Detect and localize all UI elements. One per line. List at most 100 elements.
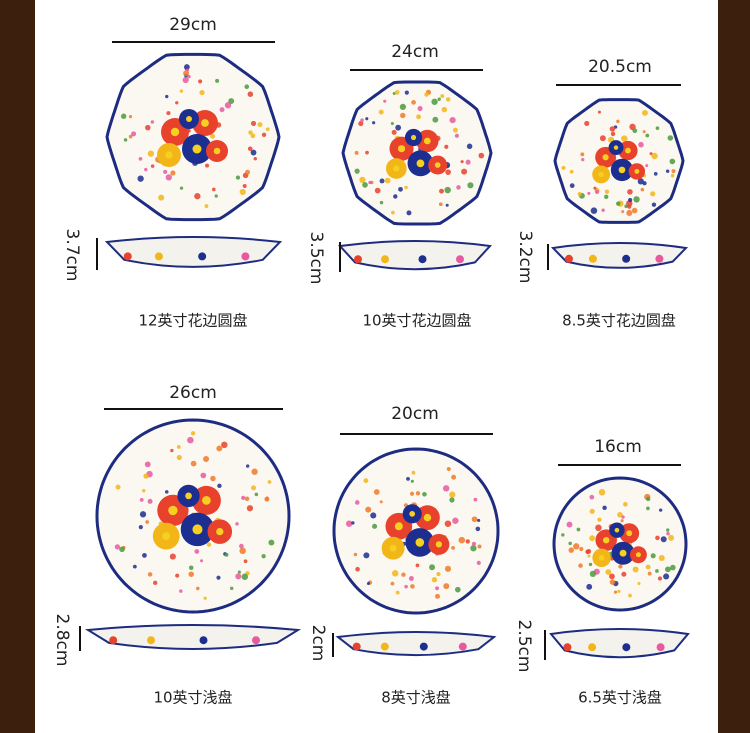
flower-dot (150, 120, 155, 124)
flower-dot (597, 110, 601, 114)
flower-dot (137, 175, 144, 182)
flower-dot (417, 105, 423, 112)
flower-dot (398, 186, 403, 192)
flower-dot (128, 114, 133, 119)
flower-dot (391, 129, 397, 135)
flower-dot (145, 520, 150, 524)
diameter-label: 29cm (169, 15, 217, 35)
flower-dot (200, 472, 207, 479)
flower-dot (445, 203, 449, 207)
flower-dot (650, 191, 656, 197)
side-flower (109, 636, 118, 645)
flower-dot (410, 479, 414, 483)
flower-dot (244, 84, 250, 90)
flower-dot (363, 552, 370, 559)
flower-dot (663, 573, 670, 580)
flower-dot (458, 536, 466, 544)
flower-dot (604, 194, 609, 199)
flower-dot (372, 523, 378, 529)
height-label: 3.7cm (62, 229, 82, 282)
flower-dot (444, 565, 452, 572)
flower-dot (378, 109, 384, 115)
flower-dot (246, 505, 254, 512)
flower-center (213, 147, 221, 155)
flower-dot (239, 543, 244, 549)
flower-dot (473, 497, 478, 502)
flower-center (162, 532, 171, 541)
flower-center (409, 510, 416, 517)
flower-dot (235, 175, 241, 180)
flower-dot (651, 152, 658, 160)
flower-dot (394, 90, 400, 95)
side-flower (588, 643, 597, 652)
flower-dot (190, 460, 197, 467)
flower-dot (590, 207, 598, 214)
flower-dot (561, 533, 565, 537)
plate-side (337, 240, 493, 271)
flower-dot (621, 210, 625, 214)
flower-center (397, 145, 406, 153)
flower-dot (598, 489, 606, 496)
flower-center (416, 159, 425, 168)
flower-dot (444, 144, 449, 149)
flower-dot (188, 565, 194, 571)
flower-dot (183, 70, 190, 77)
flower-dot (147, 498, 153, 504)
flower-dot (224, 552, 229, 557)
flower-dot (466, 143, 473, 150)
flower-dot (589, 535, 596, 542)
plate-side (335, 631, 497, 657)
flower-dot (589, 570, 597, 577)
flower-dot (199, 89, 205, 96)
flower-dot (395, 590, 400, 595)
flower-dot (216, 445, 223, 452)
diameter-label: 24cm (391, 42, 439, 62)
flower-dot (451, 545, 455, 550)
flower-dot (438, 202, 443, 207)
flower-dot (123, 138, 128, 142)
flower-dot (354, 150, 359, 155)
flower-dot (471, 516, 478, 523)
flower-dot (165, 94, 169, 99)
flower-dot (203, 456, 210, 463)
flower-dot (144, 167, 148, 172)
flower-dot (224, 102, 232, 109)
flower-dot (257, 122, 263, 128)
flower-dot (671, 169, 676, 174)
flower-dot (196, 586, 200, 591)
flower-dot (424, 92, 429, 97)
flower-dot (470, 545, 477, 552)
flower-dot (601, 208, 605, 212)
side-flower (622, 254, 631, 263)
flower-dot (268, 539, 275, 546)
flower-dot (621, 571, 627, 577)
flower-center (602, 536, 610, 544)
flower-dot (131, 131, 137, 137)
flower-dot (645, 164, 649, 168)
flower-dot (170, 170, 176, 176)
flower-dot (221, 441, 228, 449)
height-label: 3.2cm (515, 231, 535, 284)
flower-dot (379, 200, 384, 205)
flower-dot (613, 590, 618, 594)
flower-dot (657, 576, 663, 581)
flower-dot (471, 541, 477, 547)
side-flower (199, 636, 208, 645)
flower-dot (115, 484, 121, 490)
flower-dot (628, 197, 633, 203)
flower-dot (449, 491, 456, 498)
flower-dot (139, 497, 144, 502)
flower-dot (422, 491, 427, 497)
flower-dot (410, 584, 415, 589)
flower-dot (239, 188, 246, 196)
diameter-label: 26cm (169, 383, 217, 403)
flower-dot (593, 186, 597, 190)
flower-dot (120, 113, 127, 119)
plate-name: 8英寸浅盘 (381, 689, 451, 707)
plate-side (104, 236, 283, 268)
flower-dot (354, 168, 360, 174)
height-label: 3.5cm (306, 232, 326, 285)
flower-dot (576, 527, 581, 532)
side-flower (123, 252, 132, 261)
side-flower (252, 636, 260, 645)
